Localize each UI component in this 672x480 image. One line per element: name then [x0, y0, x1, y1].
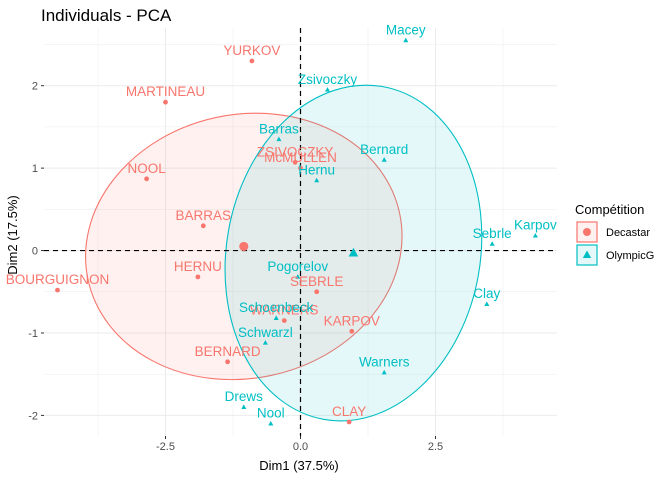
point-label-karpov: KARPOV: [324, 313, 380, 328]
y-tick-label: 1: [32, 163, 38, 175]
y-axis-ticks: -2 -1 0 1 2: [28, 81, 44, 422]
point-karpov: [532, 232, 538, 238]
chart-title: Individuals - PCA: [41, 6, 172, 25]
point-zsivoczky: [292, 159, 298, 165]
point-label-schoenbeck: Schoenbeck: [239, 300, 314, 315]
point-label-barras: Barras: [259, 121, 299, 136]
point-sebrle: [489, 241, 495, 246]
point-label-nool: NOOL: [127, 161, 166, 176]
point-schoenbeck: [273, 315, 279, 320]
point-label-martineau: MARTINEAU: [126, 84, 205, 99]
point-bernard: [381, 157, 387, 162]
y-tick-label: 0: [32, 246, 38, 258]
point-hernu: [195, 274, 201, 280]
point-label-schwarzl: Schwarzl: [238, 325, 293, 340]
point-label-bourguignon: BOURGUIGNON: [6, 272, 110, 287]
point-label-hernu: Hernu: [298, 162, 335, 177]
point-karpov: [349, 328, 355, 334]
y-tick-label: -2: [28, 410, 38, 422]
point-label-warners: WARNERS: [250, 303, 319, 318]
data-points: [55, 37, 538, 426]
point-warners: [381, 369, 387, 375]
point-nool: [144, 176, 150, 182]
x-axis-ticks: -2.5 0.0 2.5: [156, 436, 443, 453]
centroid-olympicg: [348, 247, 359, 257]
y-tick-label: -1: [28, 328, 38, 340]
point-label-bernard: BERNARD: [195, 344, 261, 359]
y-axis-label: Dim2 (17.5%): [5, 195, 20, 274]
point-mcmullen: [298, 165, 303, 171]
point-hernu: [314, 177, 320, 183]
x-tick-label: 0.0: [293, 441, 308, 453]
legend: Compétition Decastar OlympicG: [575, 202, 654, 266]
point-label-hernu: HERNU: [174, 259, 222, 274]
point-label-macey: Macey: [386, 22, 426, 37]
point-clay: [484, 301, 490, 306]
point-macey: [403, 37, 409, 43]
point-barras: [276, 136, 282, 142]
point-bourguignon: [55, 287, 60, 293]
point-barras: [200, 223, 206, 229]
point-schwarzl: [262, 340, 268, 345]
point-yurkov: [249, 58, 255, 64]
point-label-pogorelov: Pogorelov: [267, 259, 328, 274]
legend-label-decastar: Decastar: [606, 227, 650, 239]
y-tick-label: 2: [32, 81, 38, 93]
legend-title: Compétition: [575, 202, 644, 217]
point-label-sebrle: Sebrle: [473, 226, 512, 241]
x-tick-label: 2.5: [428, 441, 443, 453]
point-label-clay: Clay: [473, 286, 500, 301]
centroid-decastar: [239, 241, 249, 252]
point-label-clay: CLAY: [332, 404, 366, 419]
point-label-bernard: Bernard: [360, 142, 408, 157]
legend-label-olympicg: OlympicG: [606, 250, 654, 262]
point-label-barras: BARRAS: [176, 208, 232, 223]
x-tick-label: -2.5: [156, 441, 175, 453]
point-warners: [281, 318, 287, 324]
point-label-mcmullen: McMULLEN: [264, 150, 337, 165]
point-drews: [241, 404, 247, 409]
point-label-yurkov: YURKOV: [223, 43, 280, 58]
point-bernard: [225, 359, 231, 365]
point-pogorelov: [295, 274, 301, 279]
point-label-nool: Nool: [257, 406, 285, 421]
point-martineau: [163, 99, 168, 105]
point-nool: [268, 420, 274, 426]
legend-marker-decastar: [583, 228, 591, 236]
point-zsivoczky: [324, 87, 331, 92]
point-clay: [346, 419, 352, 425]
point-label-zsivoczky: Zsivoczky: [298, 72, 358, 87]
point-label-warners: Warners: [359, 355, 410, 370]
point-label-karpov: Karpov: [514, 218, 557, 233]
point-label-sebrle: SEBRLE: [290, 274, 343, 289]
point-sebrle: [314, 289, 320, 295]
reference-lines: [44, 28, 557, 436]
point-label-drews: Drews: [225, 389, 264, 404]
point-label-zsivoczky: ZSIVOCZKY: [257, 144, 334, 159]
legend-marker-olympicg: [582, 250, 592, 259]
point-labels: YURKOVMARTINEAUNOOLBARRASHERNUZSIVOCZKYM…: [6, 22, 557, 420]
x-axis-label: Dim1 (37.5%): [259, 458, 338, 473]
